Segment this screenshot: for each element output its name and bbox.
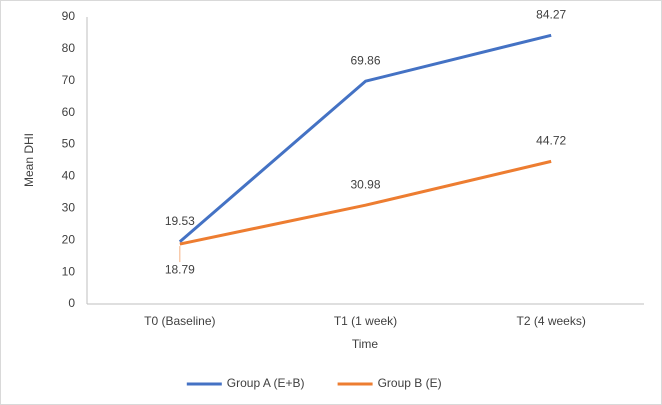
y-axis-title: Mean DHI	[22, 133, 36, 187]
x-tick-label: T2 (4 weeks)	[516, 314, 585, 328]
data-label: 19.53	[165, 214, 195, 228]
y-tick-label: 40	[62, 169, 76, 183]
series-line	[178, 33, 552, 243]
series-line	[179, 159, 552, 246]
legend-label: Group B (E)	[378, 376, 442, 390]
y-tick-label: 30	[62, 201, 76, 215]
data-label: 30.98	[350, 177, 380, 191]
x-tick-label: T0 (Baseline)	[144, 314, 215, 328]
data-label: 44.72	[536, 134, 566, 148]
y-tick-label: 10	[62, 264, 76, 278]
data-label: 84.27	[536, 7, 566, 21]
y-tick-label: 0	[68, 296, 75, 310]
y-tick-label: 80	[62, 41, 76, 55]
y-tick-label: 60	[62, 105, 76, 119]
data-label: 18.79	[165, 262, 195, 276]
x-axis-title: Time	[352, 337, 379, 351]
y-tick-label: 70	[62, 73, 76, 87]
y-tick-label: 90	[62, 9, 76, 23]
x-tick-label: T1 (1 week)	[334, 314, 397, 328]
y-tick-label: 50	[62, 137, 76, 151]
y-tick-label: 20	[62, 232, 76, 246]
legend-label: Group A (E+B)	[227, 376, 305, 390]
data-label: 69.86	[350, 53, 380, 67]
